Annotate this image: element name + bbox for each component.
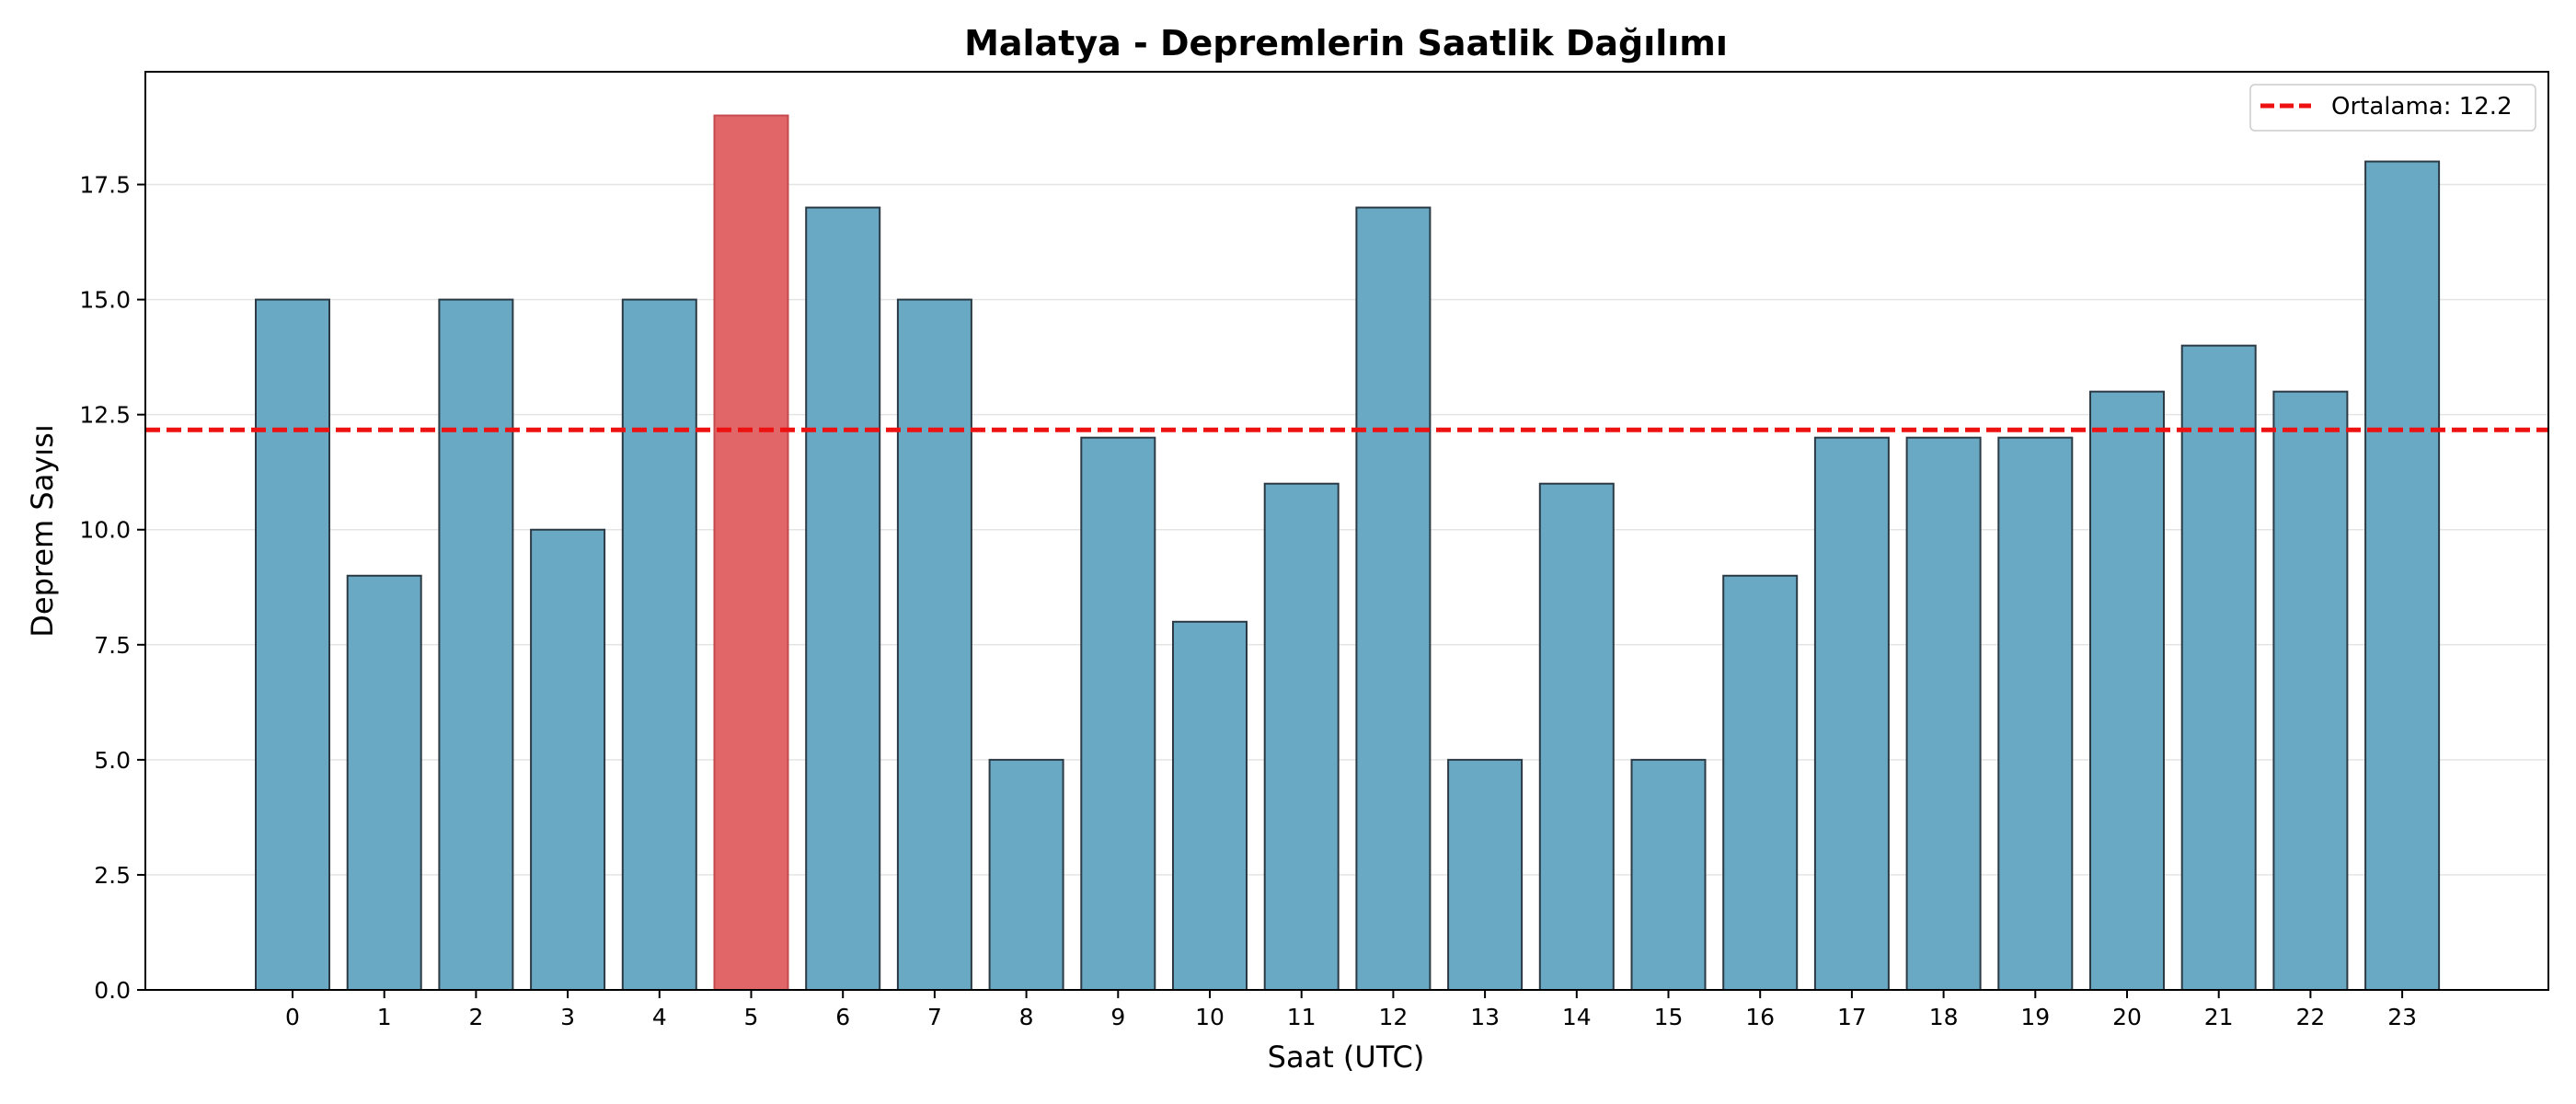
x-tick-label: 2 (468, 1004, 483, 1030)
x-tick-label: 1 (377, 1004, 392, 1030)
y-axis-ticks: 0.0 2.5 5.0 7.5 10.0 12.5 15.0 17.5 (79, 172, 145, 1004)
x-tick-label: 20 (2112, 1004, 2142, 1030)
x-tick-label: 3 (560, 1004, 575, 1030)
plot-frame (144, 71, 2549, 991)
x-tick-label: 6 (835, 1004, 850, 1030)
x-tick-label: 0 (285, 1004, 300, 1030)
x-tick-label: 22 (2295, 1004, 2325, 1030)
y-tick-label: 15.0 (79, 287, 131, 314)
y-axis-label: Deprem Sayısı (25, 424, 60, 637)
bar (1355, 206, 1432, 992)
bars (255, 114, 2441, 992)
x-axis-label: Saat (UTC) (1268, 1040, 1425, 1075)
x-tick-label: 21 (2204, 1004, 2234, 1030)
x-tick-label: 17 (1837, 1004, 1867, 1030)
bar (1630, 758, 1707, 992)
legend: Ortalama: 12.2 (2249, 84, 2536, 132)
bar (896, 298, 972, 991)
x-tick-label: 10 (1195, 1004, 1225, 1030)
bar (621, 298, 697, 991)
x-tick-label: 12 (1378, 1004, 1408, 1030)
y-tick-label: 7.5 (94, 632, 131, 659)
x-tick-label: 7 (927, 1004, 942, 1030)
x-tick-label: 13 (1470, 1004, 1500, 1030)
bar (530, 528, 606, 992)
bar (1538, 482, 1615, 991)
bar (1080, 436, 1156, 992)
legend-mean-label: Ortalama: 12.2 (2331, 93, 2513, 121)
y-tick-label: 10.0 (79, 517, 131, 544)
x-tick-label: 16 (1745, 1004, 1775, 1030)
x-tick-label: 8 (1019, 1004, 1034, 1030)
y-tick-label: 0.0 (94, 977, 131, 1004)
bar-highlight (713, 114, 789, 992)
x-tick-label: 11 (1287, 1004, 1317, 1030)
x-tick-label: 14 (1562, 1004, 1592, 1030)
x-tick-label: 4 (652, 1004, 667, 1030)
y-tick-label: 17.5 (79, 172, 131, 199)
bar (1997, 436, 2074, 992)
bar (1905, 436, 1982, 992)
bar (2364, 160, 2441, 991)
bar (1447, 758, 1524, 992)
bar (2180, 344, 2257, 991)
bar (1722, 574, 1799, 991)
bar (2089, 390, 2165, 991)
bar (438, 298, 514, 991)
bar (346, 574, 422, 991)
bar (1263, 482, 1340, 991)
x-tick-label: 19 (2020, 1004, 2050, 1030)
y-tick-label: 12.5 (79, 402, 131, 429)
bar (1172, 620, 1248, 991)
bar (2272, 390, 2349, 991)
y-tick-label: 2.5 (94, 862, 131, 889)
x-tick-label: 9 (1110, 1004, 1125, 1030)
bar (255, 298, 330, 991)
x-tick-label: 23 (2387, 1004, 2417, 1030)
bar (988, 758, 1064, 992)
chart-title: Malatya - Depremlerin Saatlik Dağılımı (964, 23, 1728, 63)
legend-box (2249, 84, 2536, 132)
bar (1813, 436, 1890, 992)
y-tick-label: 5.0 (94, 747, 131, 774)
x-axis-ticks: 0 1 2 3 4 5 6 7 8 9 10 11 12 13 14 15 16 17 18 19 20 21 22 23 (285, 990, 2417, 1030)
x-tick-label: 18 (1929, 1004, 1959, 1030)
x-tick-label: 15 (1654, 1004, 1684, 1030)
bar (805, 206, 881, 992)
x-tick-label: 5 (744, 1004, 759, 1030)
